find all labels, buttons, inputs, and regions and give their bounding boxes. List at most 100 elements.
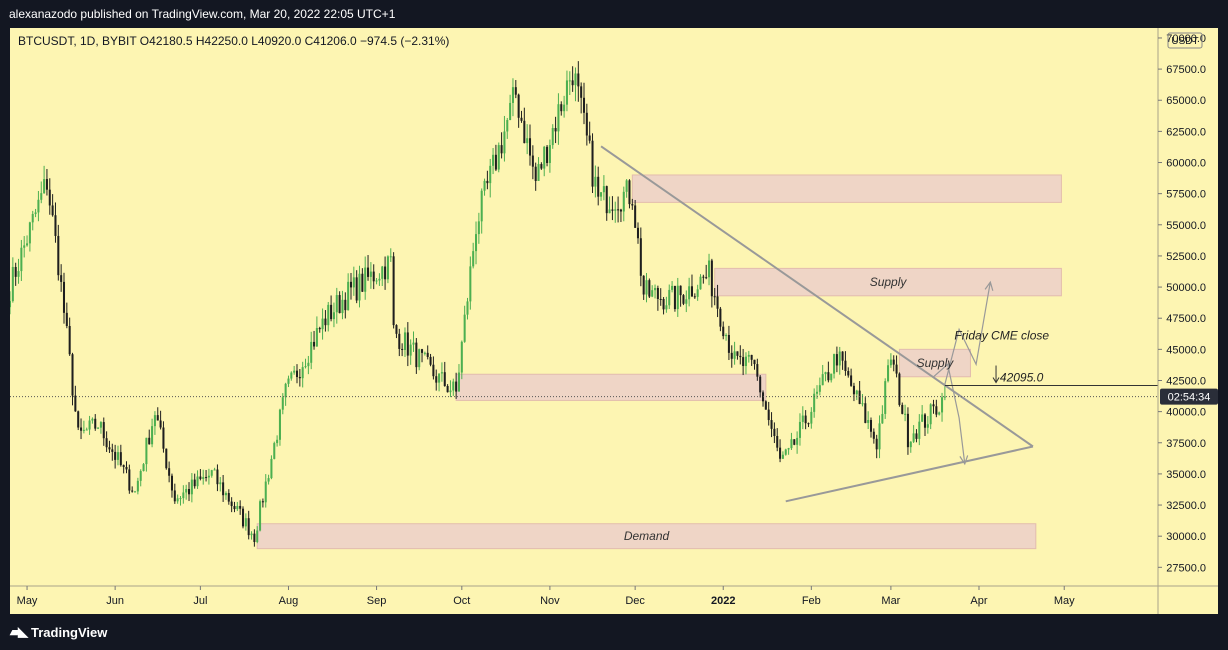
x-tick-label: May [17, 595, 38, 607]
candle-body [716, 296, 719, 309]
candle-body [602, 186, 605, 193]
candle-body [560, 104, 563, 112]
candle-body [261, 501, 264, 503]
candle-body [813, 393, 816, 412]
candle-body [742, 357, 745, 367]
candle-body [872, 431, 875, 439]
candle-body [665, 305, 668, 310]
candle-body [233, 506, 236, 510]
candle-body [543, 146, 546, 169]
candle-body [881, 413, 884, 424]
candle-body [682, 295, 685, 304]
candle-body [151, 426, 154, 445]
candle-body [196, 476, 199, 487]
candle-body [605, 186, 608, 214]
candle-body [142, 464, 145, 472]
candle-body [918, 421, 921, 439]
candle-body [540, 164, 543, 169]
candle-body [929, 404, 932, 425]
candle-body [224, 493, 227, 496]
candle-body [838, 351, 841, 366]
candle-body [841, 351, 844, 361]
candle-body [577, 73, 580, 87]
candle-body [926, 424, 929, 428]
candle-body [673, 285, 676, 310]
candle-body [830, 373, 833, 381]
candle-body [847, 371, 850, 376]
candle-body [364, 267, 367, 292]
candle-body [295, 370, 299, 378]
candle-body [256, 530, 259, 543]
candle-body [628, 180, 631, 205]
candle-body [548, 145, 551, 163]
candle-body [790, 439, 793, 449]
currency-badge-box[interactable] [1167, 32, 1203, 49]
candle-body [557, 104, 560, 132]
candle-body [372, 271, 375, 282]
candle-body [287, 378, 290, 384]
candle-body [102, 422, 105, 439]
y-tick-label: 57500.0 [1166, 189, 1206, 201]
candle-body [534, 166, 537, 181]
candle-body [37, 199, 40, 213]
candle-body [517, 94, 520, 118]
candle-body [48, 189, 51, 206]
candle-body [108, 447, 111, 450]
candle-body [619, 209, 622, 212]
price-tag-box [1160, 388, 1218, 405]
candle-body [642, 275, 645, 295]
candle-body [551, 127, 554, 146]
candle-body [486, 180, 489, 184]
candle-body [696, 289, 699, 297]
candle-body [528, 138, 532, 156]
candle-body [537, 164, 540, 181]
candle-body [614, 209, 617, 211]
candle-body [409, 344, 412, 356]
candle-body [923, 414, 927, 428]
candle-body [935, 406, 938, 415]
candle-body [168, 468, 171, 476]
candle-body [310, 341, 313, 363]
price-chart[interactable]: Supply Supply Demand Friday CME close 42095.… [8, 28, 1218, 614]
candle-body [546, 146, 549, 163]
y-tick-label: 65000.0 [1166, 95, 1206, 107]
x-tick-label: May [1054, 595, 1075, 607]
brand-text: TradingView [31, 624, 108, 640]
candle-body [520, 117, 523, 121]
y-tick-label: 60000.0 [1166, 158, 1206, 170]
candle-body [125, 466, 128, 470]
candle-body [810, 411, 813, 424]
candle-body [432, 364, 435, 377]
candle-body [20, 247, 23, 272]
candle-body [185, 488, 188, 493]
candle-body [773, 428, 776, 437]
candle-body [51, 205, 54, 216]
candle-body [472, 251, 475, 267]
x-tick-label: Sep [367, 595, 387, 607]
candle-body [889, 359, 892, 366]
candle-body [347, 281, 350, 311]
candle-body [324, 318, 327, 326]
candle-body [753, 359, 756, 365]
candle-body [82, 429, 85, 431]
candle-body [99, 422, 102, 428]
candle-body [571, 80, 574, 86]
candle-body [165, 448, 168, 469]
candle-body [426, 352, 429, 357]
candle-body [386, 256, 389, 280]
candle-body [134, 491, 137, 493]
candle-body [398, 333, 401, 349]
candle-body [267, 478, 270, 482]
candle-body [565, 80, 568, 105]
candle-body [276, 439, 279, 444]
candle-body [659, 298, 662, 300]
tradingview-brand[interactable]: ▰◣ TradingView [10, 624, 107, 640]
candle-body [497, 145, 500, 170]
candle-body [301, 367, 304, 379]
candle-body [40, 193, 43, 200]
projection-path-1 [944, 281, 991, 385]
candle-body [833, 354, 836, 374]
y-tick-label: 40000.0 [1166, 407, 1206, 419]
candle-body [915, 433, 918, 439]
candle-body [122, 465, 125, 467]
